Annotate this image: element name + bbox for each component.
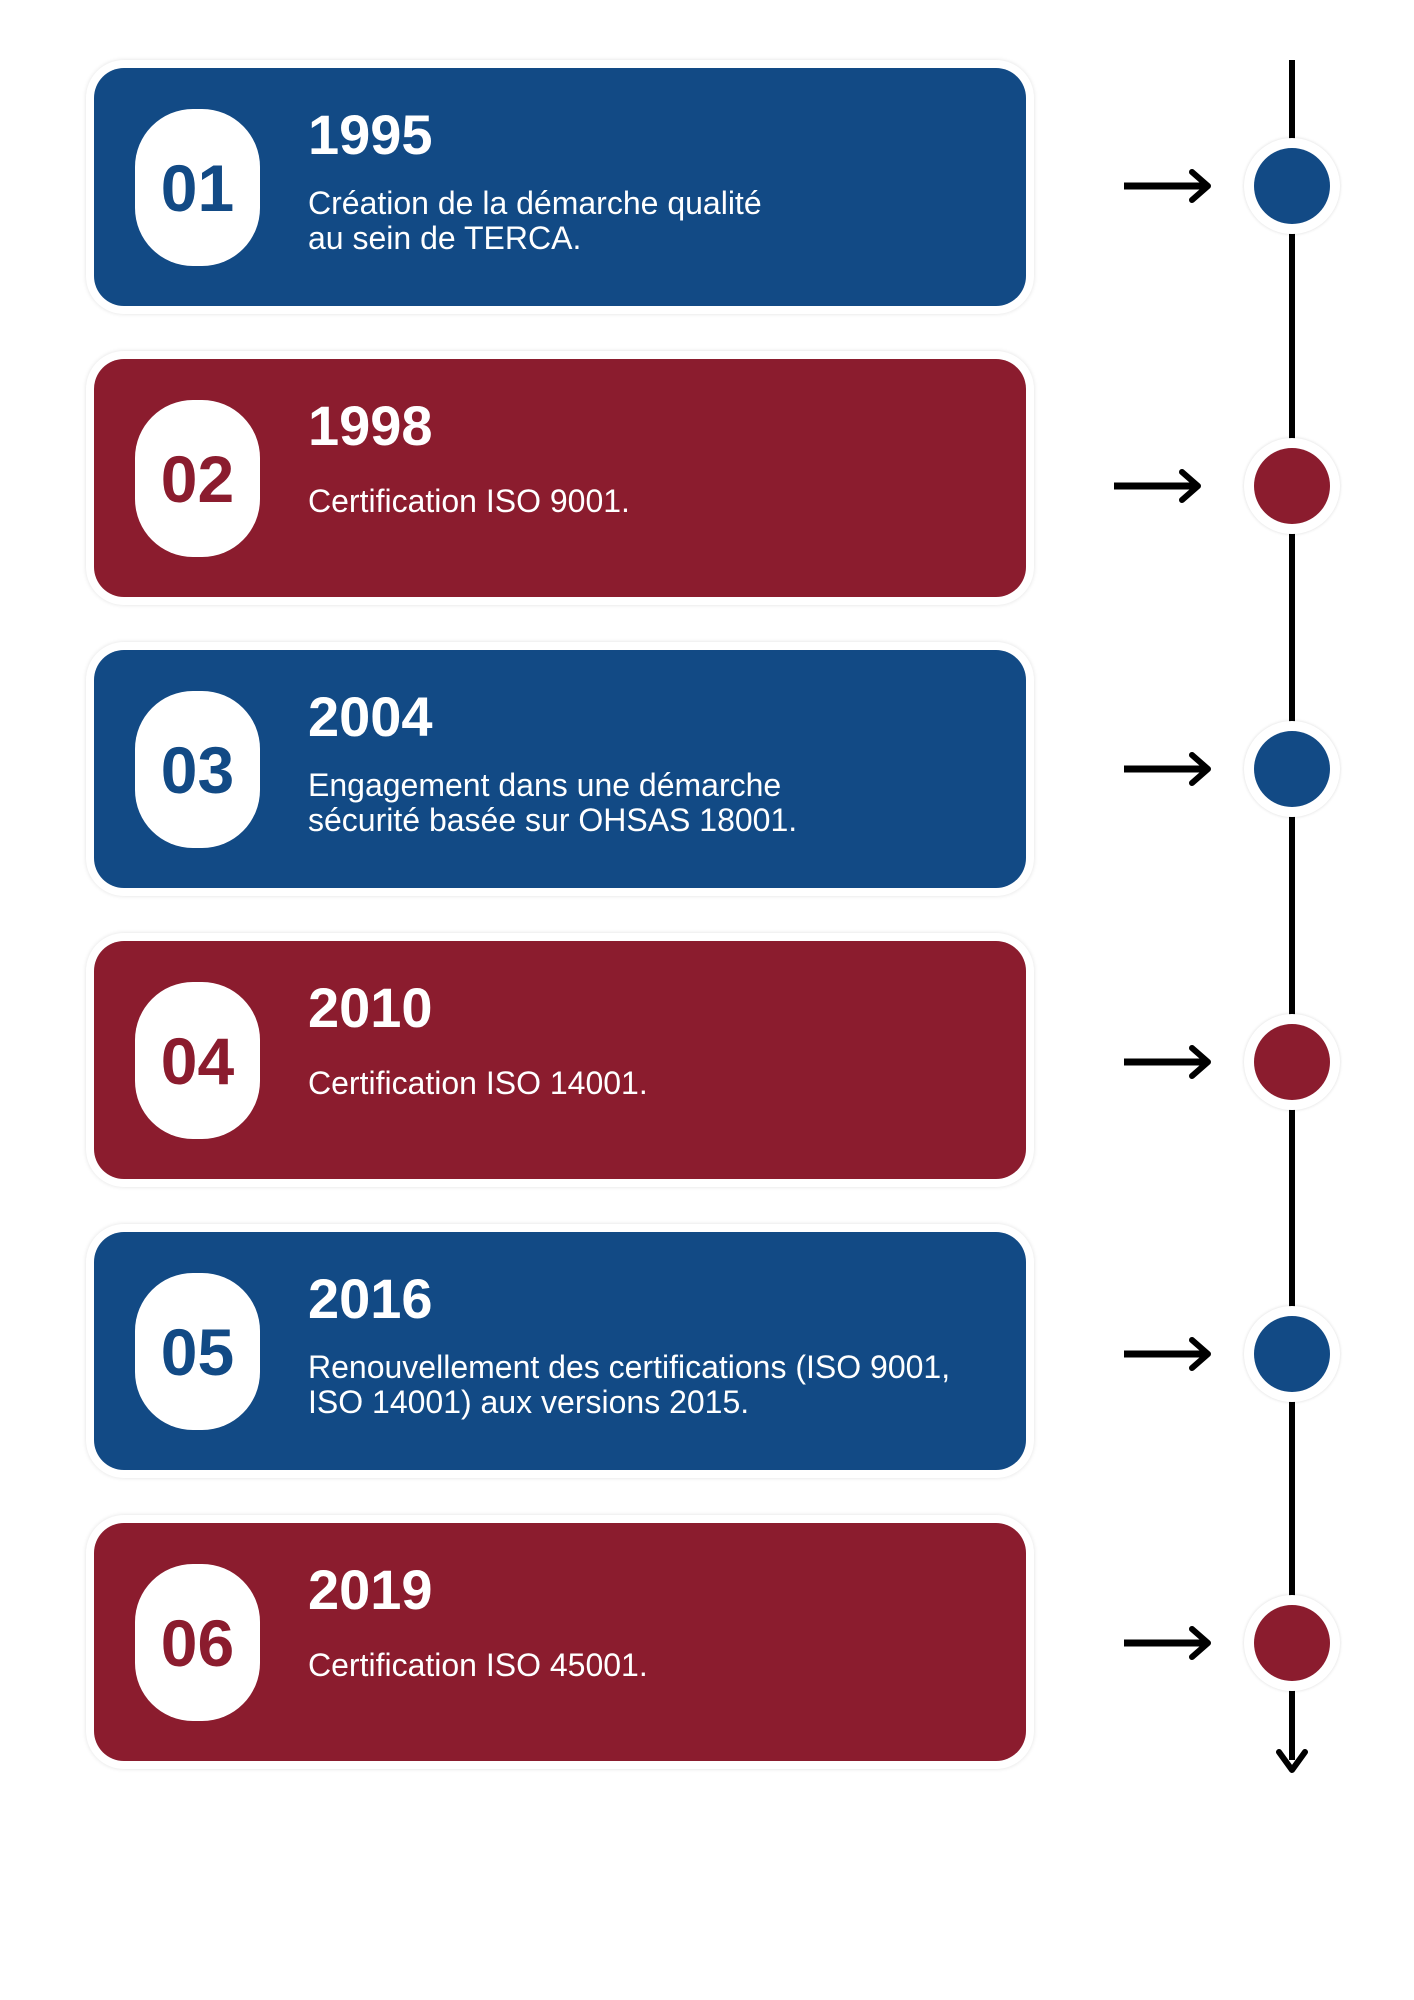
timeline-dot: [1244, 138, 1340, 234]
milestone-description: Création de la démarche qualité au sein …: [308, 185, 762, 256]
timeline-line: [1289, 60, 1295, 1760]
arrow-right-icon: [1122, 1623, 1214, 1668]
timeline-dot: [1244, 1306, 1340, 1402]
year-label: 2010: [308, 976, 433, 1039]
year-label: 2004: [308, 685, 433, 748]
timeline-card: 01 1995 Création de la démarche qualité …: [86, 60, 1034, 314]
year-label: 2019: [308, 1558, 433, 1621]
milestone-description: Certification ISO 9001.: [308, 483, 630, 519]
arrow-right-icon: [1112, 466, 1204, 511]
step-number-badge: 02: [135, 400, 260, 557]
card-background: 05 2016 Renouvellement des certification…: [94, 1232, 1026, 1470]
arrow-down-icon: [1276, 1749, 1308, 1773]
timeline-card: 02 1998 Certification ISO 9001.: [86, 351, 1034, 605]
milestone-description: Certification ISO 45001.: [308, 1647, 648, 1683]
timeline-dot-fill: [1254, 1605, 1330, 1681]
milestone-description: Certification ISO 14001.: [308, 1065, 648, 1101]
milestone-description: Engagement dans une démarche sécurité ba…: [308, 767, 798, 838]
timeline-dot: [1244, 721, 1340, 817]
arrow-right-icon: [1122, 166, 1214, 211]
timeline-dot-fill: [1254, 1024, 1330, 1100]
card-background: 01 1995 Création de la démarche qualité …: [94, 68, 1026, 306]
arrow-right-icon: [1122, 1334, 1214, 1379]
arrow-right-icon: [1122, 1042, 1214, 1087]
timeline-card: 04 2010 Certification ISO 14001.: [86, 933, 1034, 1187]
year-label: 2016: [308, 1267, 433, 1330]
year-label: 1998: [308, 394, 433, 457]
card-background: 06 2019 Certification ISO 45001.: [94, 1523, 1026, 1761]
timeline-card: 06 2019 Certification ISO 45001.: [86, 1515, 1034, 1769]
milestone-description: Renouvellement des certifications (ISO 9…: [308, 1349, 951, 1420]
timeline-dot-fill: [1254, 731, 1330, 807]
year-label: 1995: [308, 103, 433, 166]
timeline-dot: [1244, 1014, 1340, 1110]
card-background: 03 2004 Engagement dans une démarche séc…: [94, 650, 1026, 888]
card-background: 02 1998 Certification ISO 9001.: [94, 359, 1026, 597]
timeline-dot: [1244, 438, 1340, 534]
step-number-badge: 03: [135, 691, 260, 848]
arrow-right-icon: [1122, 749, 1214, 794]
timeline-dot-fill: [1254, 148, 1330, 224]
timeline-card: 03 2004 Engagement dans une démarche séc…: [86, 642, 1034, 896]
timeline-card: 05 2016 Renouvellement des certification…: [86, 1224, 1034, 1478]
step-number-badge: 04: [135, 982, 260, 1139]
timeline-dot: [1244, 1595, 1340, 1691]
step-number-badge: 05: [135, 1273, 260, 1430]
timeline-dot-fill: [1254, 1316, 1330, 1392]
step-number-badge: 01: [135, 109, 260, 266]
step-number-badge: 06: [135, 1564, 260, 1721]
timeline-dot-fill: [1254, 448, 1330, 524]
card-background: 04 2010 Certification ISO 14001.: [94, 941, 1026, 1179]
